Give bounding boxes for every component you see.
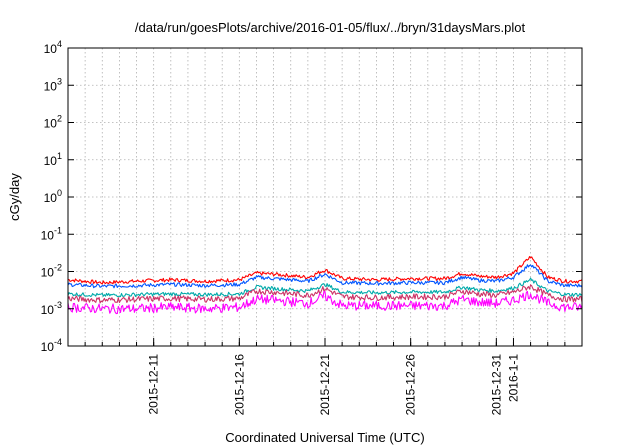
x-axis-label: Coordinated Universal Time (UTC) <box>225 430 424 445</box>
x-tick-label: 2015-12-31 <box>489 354 503 416</box>
series-line-5 <box>67 290 583 315</box>
y-tick-labels: 10-4 10-3 10-2 10-1 100 101 102 103 104 <box>41 39 62 354</box>
y-tick-label: 103 <box>44 76 62 93</box>
y-tick-label: 10-1 <box>41 225 62 242</box>
x-tick-label: 2015-12-21 <box>318 354 332 416</box>
x-tick-label: 2015-12-16 <box>232 354 246 416</box>
y-tick-label: 102 <box>44 114 62 131</box>
y-tick-label: 100 <box>44 188 62 205</box>
y-tick-label: 10-3 <box>41 300 62 317</box>
x-tick-labels: 2015-12-11 2015-12-16 2015-12-21 2015-12-26… <box>147 354 521 416</box>
tick-layer <box>67 47 583 347</box>
x-tick-label: 2015-12-11 <box>147 354 161 415</box>
y-axis-label: cGy/day <box>7 173 22 221</box>
y-tick-label: 10-2 <box>41 263 62 280</box>
y-tick-label: 101 <box>44 151 62 168</box>
y-tick-label: 104 <box>44 39 62 56</box>
grid-layer <box>68 48 582 346</box>
x-tick-label: 2016-1-1 <box>506 354 520 402</box>
y-tick-label: 10-4 <box>41 337 62 354</box>
series-line-3 <box>67 277 583 298</box>
series-line-1 <box>67 256 583 285</box>
series-layer <box>67 256 583 315</box>
series-line-2 <box>67 264 583 289</box>
x-tick-label: 2015-12-26 <box>404 354 418 416</box>
series-line-4 <box>67 284 583 304</box>
chart-title: /data/run/goesPlots/archive/2016-01-05/f… <box>135 20 526 35</box>
